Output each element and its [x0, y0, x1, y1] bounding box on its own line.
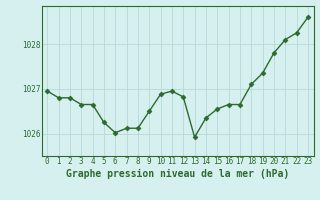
X-axis label: Graphe pression niveau de la mer (hPa): Graphe pression niveau de la mer (hPa) [66, 169, 289, 179]
